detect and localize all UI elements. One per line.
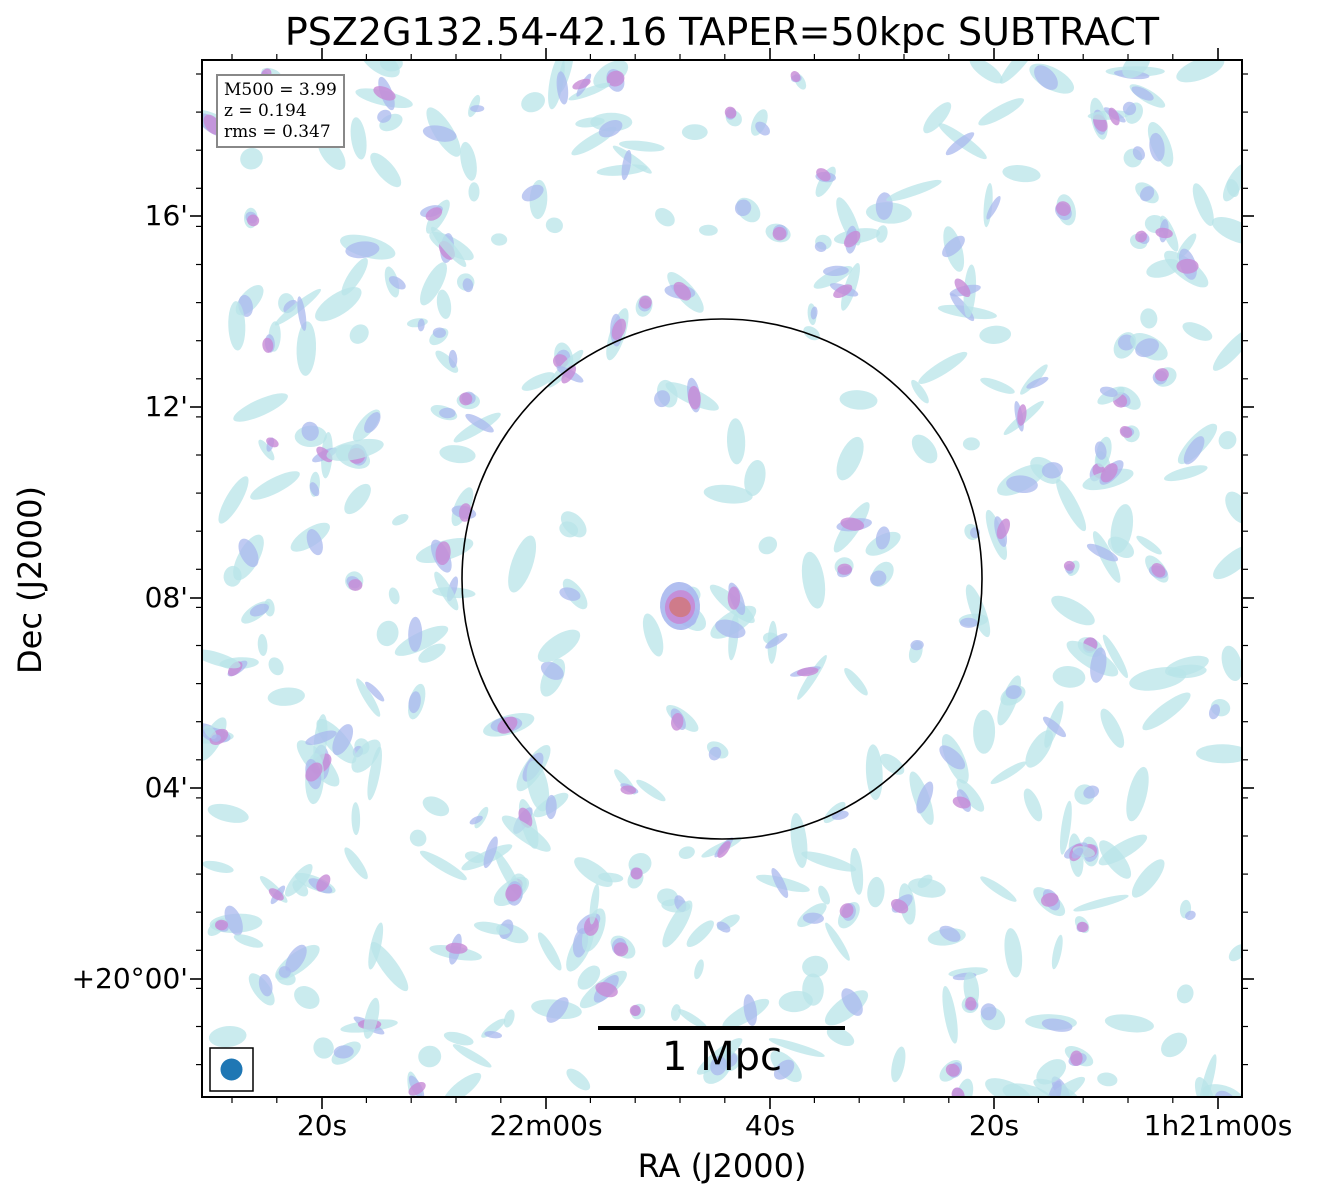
x-tick-label: 40s xyxy=(744,1109,796,1142)
x-tick-label: 22m00s xyxy=(489,1109,603,1142)
redshift-label: z = 0.194 xyxy=(224,101,307,121)
y-tick-label: 04' xyxy=(144,771,188,804)
x-tick-label: 20s xyxy=(296,1109,348,1142)
x-axis-label: RA (J2000) xyxy=(637,1147,807,1185)
x-tick-label: 20s xyxy=(968,1109,1020,1142)
mass-label: M500 = 3.99 xyxy=(224,80,337,100)
rms-label: rms = 0.347 xyxy=(224,122,331,142)
axes-frame xyxy=(201,59,1243,1098)
x-tick-label: 1h21m00s xyxy=(1143,1109,1293,1142)
y-tick-label: 16' xyxy=(144,199,188,232)
y-tick-label: 12' xyxy=(144,390,188,423)
r500-circle xyxy=(461,318,983,840)
y-axis-label: Dec (J2000) xyxy=(11,486,49,674)
scalebar-label: 1 Mpc xyxy=(661,1034,783,1080)
emission-layer xyxy=(202,60,1242,1097)
plot-title: PSZ2G132.54-42.16 TAPER=50kpc SUBTRACT xyxy=(284,10,1160,54)
y-tick-label: 08' xyxy=(144,581,188,614)
cluster-info-box: M500 = 3.99 z = 0.194 rms = 0.347 xyxy=(216,74,345,148)
beam-ellipse xyxy=(220,1058,243,1081)
y-tick-label: +20°00' xyxy=(71,962,188,995)
